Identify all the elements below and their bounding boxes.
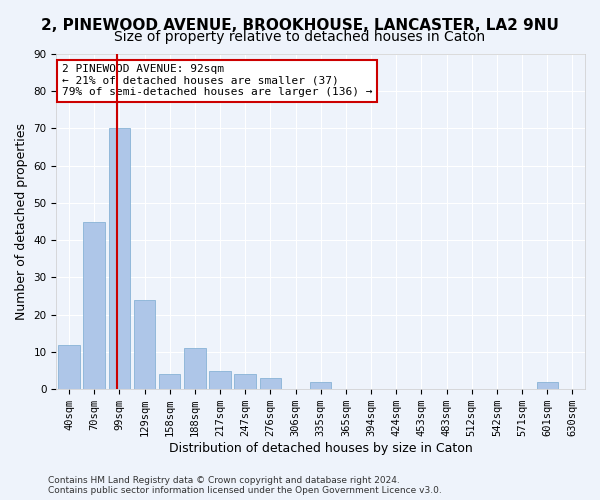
X-axis label: Distribution of detached houses by size in Caton: Distribution of detached houses by size … — [169, 442, 473, 455]
Text: Size of property relative to detached houses in Caton: Size of property relative to detached ho… — [115, 30, 485, 44]
Bar — [184, 348, 206, 389]
Y-axis label: Number of detached properties: Number of detached properties — [15, 123, 28, 320]
Bar — [109, 128, 130, 389]
Bar — [134, 300, 155, 389]
Bar — [159, 374, 181, 389]
Bar — [310, 382, 331, 389]
Bar — [260, 378, 281, 389]
Text: 2, PINEWOOD AVENUE, BROOKHOUSE, LANCASTER, LA2 9NU: 2, PINEWOOD AVENUE, BROOKHOUSE, LANCASTE… — [41, 18, 559, 32]
Bar — [83, 222, 105, 389]
Bar — [209, 370, 231, 389]
Text: Contains HM Land Registry data © Crown copyright and database right 2024.
Contai: Contains HM Land Registry data © Crown c… — [48, 476, 442, 495]
Text: 2 PINEWOOD AVENUE: 92sqm
← 21% of detached houses are smaller (37)
79% of semi-d: 2 PINEWOOD AVENUE: 92sqm ← 21% of detach… — [62, 64, 372, 98]
Bar — [235, 374, 256, 389]
Bar — [536, 382, 558, 389]
Bar — [58, 344, 80, 389]
